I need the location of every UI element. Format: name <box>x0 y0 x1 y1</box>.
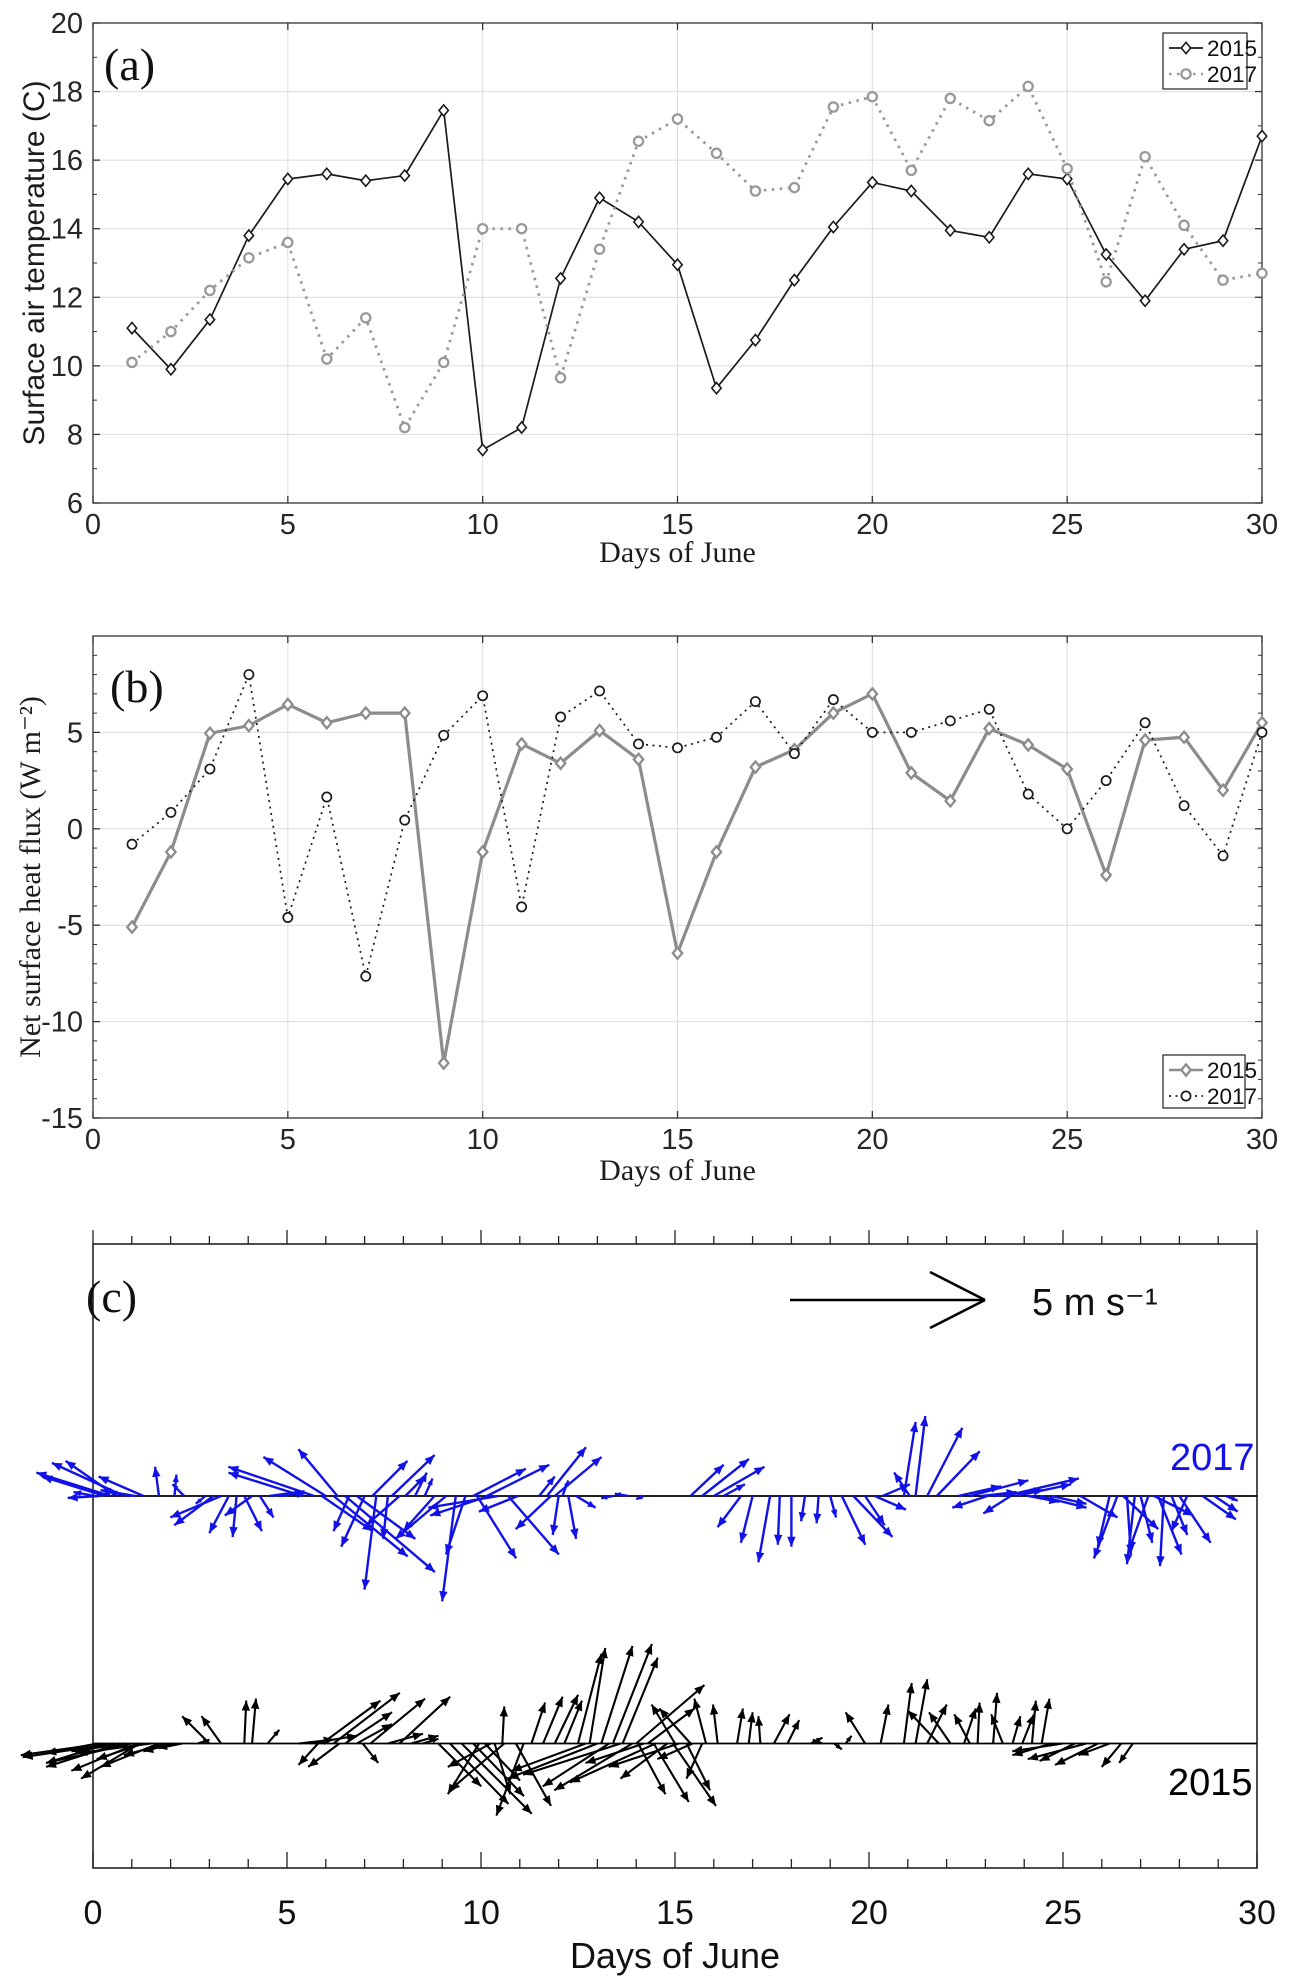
legend-box-a <box>1162 32 1248 90</box>
x-axis-title-b: Days of June <box>599 1154 756 1187</box>
y-tick-label: 10 <box>51 351 83 383</box>
x-tick-label: 5 <box>280 509 296 541</box>
panel-c: 0 5 10 15 20 25 30 Days of June (c) 5 m s⁻¹ 2017 20… <box>20 1230 1276 1976</box>
legend-entry-b-2015: 2015 <box>1207 1058 1257 1083</box>
x-tick-label: 10 <box>467 509 499 541</box>
row-label-2015: 2015 <box>1168 1762 1253 1804</box>
panel-b: 0 5 10 15 20 25 30 -15 -10 -5 0 5 (b) Net surface hea… <box>14 635 1278 1187</box>
y-tick-label: 12 <box>51 282 83 314</box>
series-line-a-2015 <box>131 107 1263 452</box>
legend-entry-a-2017: 2017 <box>1207 62 1257 87</box>
y-tick-label: -10 <box>41 1007 83 1039</box>
x-tick-label: 20 <box>856 1124 888 1156</box>
x-tick-label-c: 15 <box>656 1894 694 1932</box>
reference-arrow-label: 5 m s⁻¹ <box>1032 1282 1158 1324</box>
legend-box-b <box>1162 1054 1246 1109</box>
y-tick-label: 18 <box>51 77 83 109</box>
x-tick-label: 30 <box>1246 1124 1278 1156</box>
x-tick-label: 30 <box>1246 509 1278 541</box>
panel-label-c: (c) <box>86 1271 137 1322</box>
x-tick-label: 0 <box>85 1124 101 1156</box>
x-tick-label: 20 <box>856 509 888 541</box>
x-tick-label: 15 <box>661 1124 693 1156</box>
x-tick-label: 25 <box>1051 509 1083 541</box>
y-tick-label: -5 <box>57 910 83 942</box>
wind-arrows-2017 <box>35 1415 1239 1602</box>
reference-arrow <box>790 1270 986 1330</box>
y-tick-label: 14 <box>51 214 83 246</box>
y-tick-label: 6 <box>67 488 83 520</box>
plot-box-c <box>92 1243 1258 1869</box>
y-tick-label: 5 <box>67 717 83 749</box>
y-axis-title-b: Net surface heat flux (W m⁻²) <box>14 696 47 1058</box>
y-tick-label: 0 <box>67 814 83 846</box>
legend-entry-b-2017: 2017 <box>1207 1084 1257 1109</box>
x-axis-title-a: Days of June <box>599 536 756 569</box>
series-line-a-2017 <box>131 84 1263 431</box>
x-tick-label: 5 <box>280 1124 296 1156</box>
panel-label-a: (a) <box>104 39 155 90</box>
legend-entry-a-2015: 2015 <box>1207 36 1257 61</box>
x-tick-label-c: 30 <box>1238 1894 1276 1932</box>
y-axis-title-a: Surface air temperature (C) <box>18 80 51 445</box>
y-tick-label: 8 <box>67 419 83 451</box>
x-tick-label-c: 25 <box>1044 1894 1082 1932</box>
series-line-b-2015 <box>130 691 1264 1064</box>
x-tick-label: 15 <box>661 509 693 541</box>
panel-a: 0 5 10 15 20 25 30 6 8 10 12 14 16 18 20 (a) Surface air… <box>18 8 1278 569</box>
x-tick-label-c: 20 <box>850 1894 888 1932</box>
x-axis-title-c: Days of June <box>570 1935 780 1976</box>
series-line-b-2017 <box>131 671 1263 977</box>
x-tick-label-c: 10 <box>462 1894 500 1932</box>
y-tick-label: 16 <box>51 145 83 177</box>
x-tick-label: 25 <box>1051 1124 1083 1156</box>
x-tick-label: 0 <box>85 509 101 541</box>
x-tick-label-c: 5 <box>278 1894 297 1932</box>
wind-arrows-2015 <box>20 1643 1134 1817</box>
x-tick-label: 10 <box>467 1124 499 1156</box>
row-label-2017: 2017 <box>1170 1437 1255 1479</box>
x-tick-label-c: 0 <box>84 1894 103 1932</box>
panel-label-b: (b) <box>110 661 164 712</box>
y-tick-label: 20 <box>51 8 83 40</box>
y-tick-label: -15 <box>41 1103 83 1135</box>
